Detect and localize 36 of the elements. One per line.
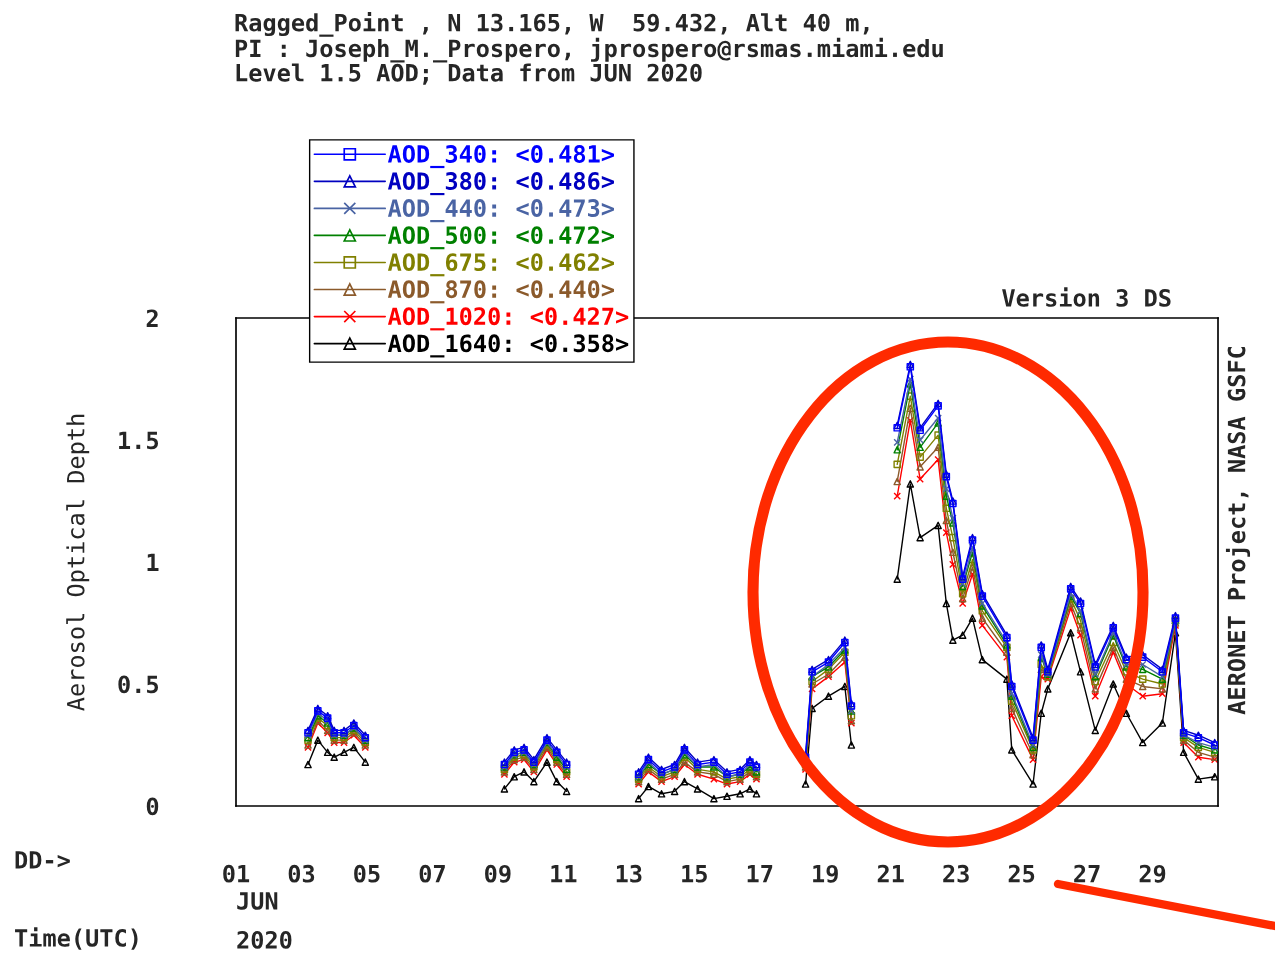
x-tick-label: 27 [1074,864,1100,883]
y-tick-label: 2 [146,309,158,327]
text: 2020 [237,930,292,949]
legend-label: AOD_1640: <0.358> [387,334,629,358]
legend-label: AOD_440: <0.473> [387,199,614,223]
legend-label: AOD_1020: <0.427> [387,307,629,331]
x-tick-label: 09 [485,864,511,883]
x-tick-label: 01 [223,864,250,883]
text: JUN [237,892,278,910]
text: Time(UTC) [15,927,138,950]
x-tick-label: 17 [747,865,773,883]
y-tick-label: 0 [146,797,159,816]
x-tick-label: 03 [288,864,315,883]
legend-label: AOD_500: <0.472> [387,226,614,250]
legend-label: AOD_340: <0.481> [387,145,614,169]
x-tick-label: 15 [682,865,707,883]
legend-label: AOD_380: <0.486> [387,172,614,196]
x-tick-label: 23 [943,864,969,883]
legend-label: AOD_675: <0.462> [387,253,614,277]
x-tick-label: 29 [1139,864,1166,883]
y-tick-label: 1 [147,553,159,571]
x-tick-label: 21 [877,864,904,883]
x-tick-label: 07 [419,864,445,883]
y-tick-label: 0.5 [118,675,159,694]
y-axis-title: Aerosol Optical Depth [66,414,90,711]
x-tick-label: 19 [813,864,838,883]
x-tick-label: 05 [354,864,380,883]
text: DD-> [15,851,70,869]
y-tick-label: 1.5 [119,431,159,450]
text: AERONET Project, NASA GSFC [1225,346,1251,715]
x-tick-label: 25 [1008,864,1035,883]
text: Version 3 DS [1002,287,1171,307]
x-tick-label: 11 [551,865,577,883]
x-tick-label: 13 [616,864,642,883]
legend-label: AOD_870: <0.440> [387,280,614,304]
chart-title: Ragged_Point , N 13.165, W 59.432, Alt 40 m, PI : Joseph_M._Prospero, jprospero@rsmas.miami.edu Level 1.5 AOD; Data from JUN 2020 [235,12,943,85]
